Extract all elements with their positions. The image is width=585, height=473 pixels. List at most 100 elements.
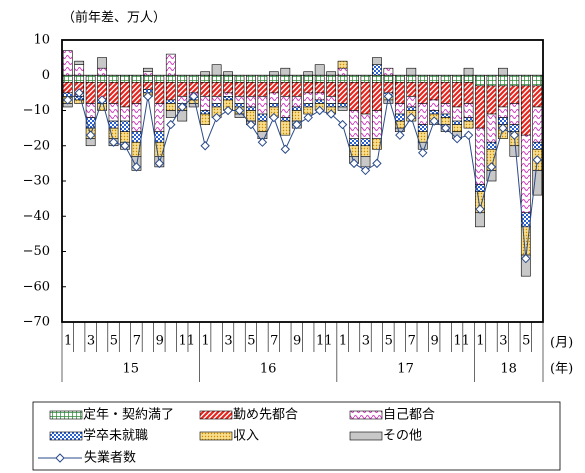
legend-swatch [49, 431, 83, 441]
line-marker [85, 130, 96, 140]
bar-segment [154, 131, 165, 143]
bar-segment [349, 82, 359, 111]
bar-segment [280, 96, 291, 118]
bar-segment [429, 99, 440, 111]
line-marker [314, 105, 325, 116]
bar-segment [223, 71, 233, 76]
bar-segment [74, 60, 85, 65]
bar-segment [120, 74, 130, 83]
bar-segment [394, 103, 405, 115]
y-tick-label: −50 [23, 244, 50, 259]
bar-segment [143, 82, 153, 90]
bar-segment [303, 92, 314, 104]
line-marker [337, 119, 348, 130]
bar-segment [509, 103, 520, 125]
bar-segment [383, 74, 394, 83]
bar-segment [520, 85, 531, 136]
bar-segment [177, 74, 188, 83]
bar-segment [394, 113, 405, 122]
bar-segment [509, 85, 520, 104]
x-tick-label: 5 [385, 334, 393, 349]
bar-segment [291, 82, 302, 97]
line-marker [108, 137, 119, 147]
line-marker [509, 130, 520, 140]
bar-segment [498, 74, 508, 87]
bar-segment [280, 117, 291, 122]
line-marker [429, 116, 439, 126]
bar-segment [120, 82, 130, 108]
bar-segment [463, 117, 474, 122]
y-tick-label: 10 [33, 33, 50, 48]
x-unit-month: (月) [550, 336, 573, 351]
bar-segment [452, 106, 462, 122]
bar-segment [406, 74, 417, 83]
bar-segment [463, 74, 474, 83]
legend-marker [55, 453, 65, 463]
bar-segment [337, 103, 348, 108]
bar-segment [463, 103, 474, 118]
line-marker [200, 141, 210, 151]
bar-segment [74, 74, 85, 83]
line-marker [223, 105, 233, 116]
bar-segment [246, 74, 256, 83]
bar-segment [498, 106, 508, 118]
legend-label: 自己都合 [383, 408, 435, 423]
bar-segment [429, 110, 440, 115]
line-marker [131, 162, 142, 172]
bar-segment [303, 74, 314, 83]
bar-segment [349, 74, 359, 83]
bar-segment [486, 85, 497, 115]
legend-label: 学卒未就職 [83, 428, 148, 444]
line-marker [177, 102, 187, 112]
bar-segment [234, 82, 245, 97]
y-tick-label: −30 [23, 174, 50, 189]
line-marker [475, 204, 485, 214]
bar-segment [62, 74, 73, 83]
bar-segment [223, 92, 233, 97]
line-marker [532, 155, 542, 165]
bar-segment [85, 74, 96, 83]
bar-segment [188, 82, 199, 94]
legend-label: 収入 [233, 429, 259, 444]
bar-segment [406, 67, 417, 76]
bar-segment [372, 138, 382, 150]
plot-area [62, 40, 543, 322]
bar-segment [291, 106, 302, 111]
x-tick-label: 9 [430, 334, 438, 349]
bar-segment [406, 82, 417, 97]
bar-segment [498, 67, 508, 76]
bar-segment [314, 92, 325, 101]
x-tick-label: 1 [201, 334, 209, 349]
bar-segment [177, 82, 188, 97]
bar-segment [372, 64, 382, 76]
x-tick-label: 7 [270, 334, 278, 349]
bar-segment [406, 106, 417, 111]
bar-segment [463, 67, 474, 76]
y-tick-label: −70 [23, 315, 50, 330]
bar-segment [463, 120, 474, 129]
bar-segment [165, 103, 176, 111]
legend-label: 失業者数 [84, 450, 136, 466]
bar-segment [188, 74, 199, 83]
line-marker [154, 158, 165, 169]
bar-segment [452, 124, 462, 132]
bar-segment [486, 113, 497, 143]
bar-segment [223, 74, 233, 83]
bar-segment [360, 74, 371, 83]
bar-segment [440, 113, 451, 118]
bar-segment [303, 71, 314, 76]
bar-segment [257, 74, 268, 83]
bar-segment [257, 96, 268, 115]
bar-segment [532, 74, 543, 87]
bar-segment [120, 131, 130, 143]
bar-segment [268, 71, 279, 76]
bar-segment [211, 96, 222, 104]
line-marker [440, 123, 451, 133]
bar-segment [394, 82, 405, 104]
bar-segment [337, 67, 348, 76]
x-tick-label: 5 [247, 334, 255, 349]
x-tick-label: 7 [133, 334, 141, 349]
bar-segment [463, 82, 474, 104]
bar-segment [429, 74, 440, 83]
